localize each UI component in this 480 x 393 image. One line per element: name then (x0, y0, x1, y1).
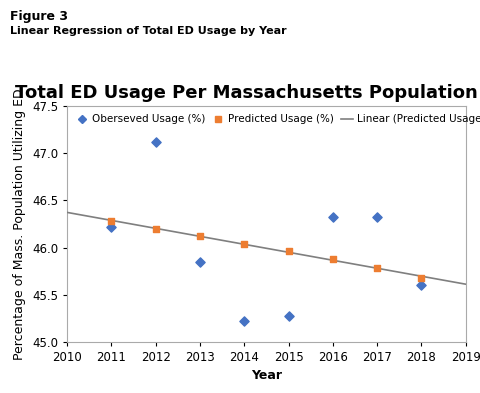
Point (285, 248, 292, 255)
Point (418, 282, 425, 288)
Point (152, 139, 159, 145)
Point (108, 224, 115, 230)
Point (240, 241, 248, 247)
Point (196, 259, 204, 265)
Point (418, 275, 425, 281)
Point (373, 265, 381, 272)
Title: Total ED Usage Per Massachusetts Population (%): Total ED Usage Per Massachusetts Populat… (14, 84, 480, 102)
Point (329, 256, 336, 262)
Point (152, 226, 159, 232)
Legend: Oberseved Usage (%), Predicted Usage (%), Linear (Predicted Usage (%)): Oberseved Usage (%), Predicted Usage (%)… (72, 111, 480, 128)
Point (240, 318, 248, 324)
X-axis label: Year: Year (251, 369, 282, 382)
Point (373, 214, 381, 220)
Point (108, 218, 115, 224)
Point (196, 233, 204, 239)
Text: Figure 3: Figure 3 (10, 10, 68, 23)
Point (329, 214, 336, 220)
Y-axis label: Percentage of Mass. Population Utilizing ED: Percentage of Mass. Population Utilizing… (13, 88, 26, 360)
Point (285, 312, 292, 319)
Text: Linear Regression of Total ED Usage by Year: Linear Regression of Total ED Usage by Y… (10, 26, 286, 35)
